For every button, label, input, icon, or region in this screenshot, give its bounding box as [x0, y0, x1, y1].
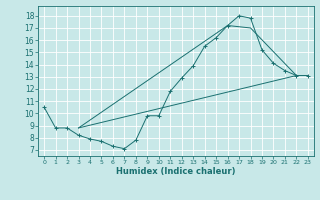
X-axis label: Humidex (Indice chaleur): Humidex (Indice chaleur)	[116, 167, 236, 176]
